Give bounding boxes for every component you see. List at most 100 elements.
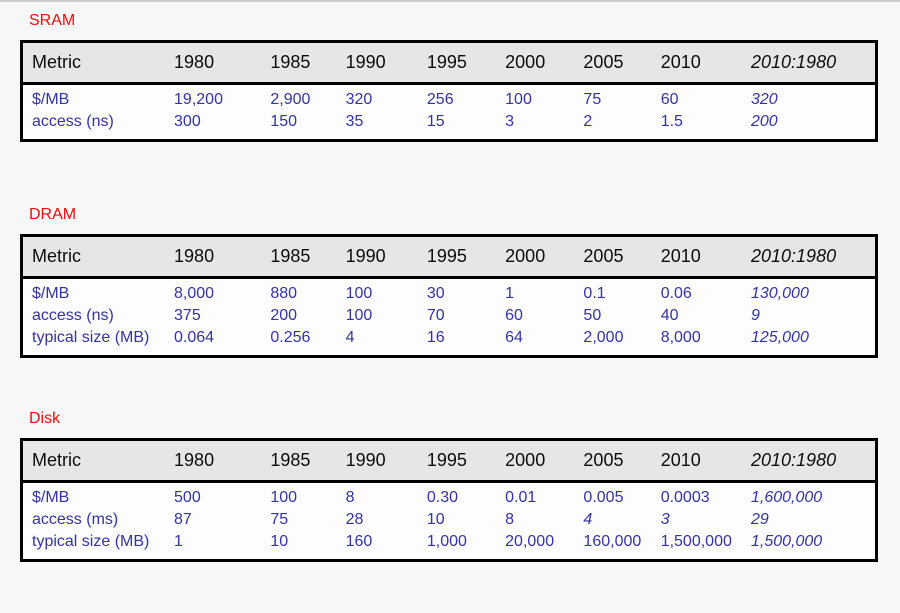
value-cell: 3: [660, 511, 670, 528]
column-header: 2005: [583, 439, 661, 483]
value-cell: 16: [426, 329, 445, 346]
value-cell: 2,000: [583, 329, 624, 346]
value-cell: 100: [505, 91, 532, 108]
value-cell: 30: [426, 285, 445, 302]
column-header: 2005: [583, 235, 661, 279]
value-cell: 20,000: [505, 533, 555, 550]
sram-section: SRAM Metric 1980 1985 1990 1995 2000 2005 2010 2…: [0, 12, 900, 142]
metric-label-cell: $/MB: [32, 285, 70, 302]
value-cell: 0.064: [174, 329, 215, 346]
value-cell: 880: [270, 285, 298, 302]
ratio-cell: 1,600,000: [751, 489, 823, 506]
disk-section: Disk Metric 1980 1985 1990 1995 2000 2005 2010 2…: [0, 410, 900, 562]
column-header: Metric: [21, 41, 175, 85]
value-cell: 160,000: [583, 533, 642, 550]
table-row: typical size (MB) 1 10 160 1,000 20,000 160,00…: [22, 531, 877, 561]
column-header: 2000: [505, 41, 584, 85]
dram-section-title: DRAM: [29, 206, 77, 223]
value-cell: 28: [345, 511, 364, 528]
ratio-cell: 1,500,000: [751, 533, 823, 550]
column-header: Metric: [21, 235, 175, 279]
value-cell: 1: [505, 285, 515, 302]
value-cell: 4: [345, 329, 355, 346]
value-cell: 70: [426, 307, 445, 324]
ratio-cell: 320: [751, 91, 778, 108]
value-cell: 87: [174, 511, 192, 528]
value-cell: 300: [174, 113, 201, 130]
table-row: access (ms) 87 75 28 10 8 4 3 29: [22, 509, 877, 531]
value-cell: 160: [345, 533, 373, 550]
column-header: 1990: [345, 439, 427, 483]
value-cell: 256: [426, 91, 454, 108]
disk-table: Metric 1980 1985 1990 1995 2000 2005 2010 2010:1…: [20, 438, 878, 562]
value-cell: 375: [174, 307, 201, 324]
value-cell: 60: [505, 307, 523, 324]
value-cell: 0.06: [660, 285, 692, 302]
value-cell: 15: [426, 113, 445, 130]
column-header: 2010: [660, 439, 751, 483]
value-cell: 100: [345, 307, 373, 324]
ratio-cell: 9: [751, 307, 760, 324]
value-cell: 4: [583, 511, 593, 528]
table-row: $/MB 8,000 880 100 30 1 0.1 0.06 130,000: [22, 278, 877, 306]
table-row: access (ns) 300 150 35 15 3 2 1.5 200: [22, 111, 877, 141]
value-cell: 1: [174, 533, 183, 550]
disk-section-title: Disk: [29, 410, 61, 427]
value-cell: 8: [505, 511, 515, 528]
value-cell: 40: [660, 307, 679, 324]
value-cell: 75: [583, 91, 602, 108]
ratio-cell: 125,000: [751, 329, 809, 346]
value-cell: 100: [270, 489, 298, 506]
column-header: 1985: [270, 235, 346, 279]
metric-label-cell: access (ns): [32, 307, 114, 324]
value-cell: 10: [426, 511, 445, 528]
metric-label-cell: typical size (MB): [32, 533, 150, 550]
value-cell: 0.0003: [660, 489, 710, 506]
column-header: 1980: [174, 41, 271, 85]
table-header-row: Metric 1980 1985 1990 1995 2000 2005 2010 2010:1…: [21, 41, 877, 85]
table-header-row: Metric 1980 1985 1990 1995 2000 2005 2010 2010:1…: [21, 235, 877, 279]
ratio-cell: 29: [751, 511, 769, 528]
metric-label-cell: access (ns): [32, 113, 114, 130]
metric-label-cell: $/MB: [32, 489, 70, 506]
column-header: Metric: [21, 439, 175, 483]
column-header: 1980: [174, 439, 271, 483]
column-header: 1990: [345, 235, 427, 279]
table-row: $/MB 19,200 2,900 320 256 100 75 60 320: [22, 84, 877, 112]
ratio-cell: 130,000: [751, 285, 809, 302]
value-cell: 200: [270, 307, 298, 324]
table-row: $/MB 500 100 8 0.30 0.01 0.005 0.0003 1,600,000: [22, 482, 877, 510]
column-header: 1995: [426, 41, 506, 85]
column-header: 2010: [660, 41, 751, 85]
value-cell: 10: [270, 533, 289, 550]
value-cell: 3: [505, 113, 515, 130]
column-header: 2000: [505, 235, 584, 279]
value-cell: 50: [583, 307, 602, 324]
column-header: 1995: [426, 439, 506, 483]
value-cell: 100: [345, 285, 373, 302]
value-cell: 8,000: [174, 285, 215, 302]
column-header: 1980: [174, 235, 271, 279]
column-header: 2010:1980: [751, 235, 877, 279]
table-row: typical size (MB) 0.064 0.256 4 16 64 2,000 8,0…: [22, 327, 877, 357]
metric-label-cell: typical size (MB): [32, 329, 150, 346]
column-header: 2005: [583, 41, 661, 85]
column-header: 1985: [270, 439, 346, 483]
value-cell: 150: [270, 113, 298, 130]
column-header: 2010: [660, 235, 751, 279]
table-header-row: Metric 1980 1985 1990 1995 2000 2005 2010 2010:1…: [21, 439, 877, 483]
column-header: 2010:1980: [751, 439, 877, 483]
column-header: 1990: [345, 41, 427, 85]
dram-section: DRAM Metric 1980 1985 1990 1995 2000 2005 2010 2…: [0, 206, 900, 358]
value-cell: 60: [660, 91, 679, 108]
value-cell: 0.256: [270, 329, 311, 346]
value-cell: 500: [174, 489, 201, 506]
value-cell: 8: [345, 489, 355, 506]
dram-table: Metric 1980 1985 1990 1995 2000 2005 2010 2010:1…: [20, 234, 878, 358]
value-cell: 1,500,000: [660, 533, 732, 550]
value-cell: 320: [345, 91, 373, 108]
value-cell: 75: [270, 511, 289, 528]
value-cell: 1.5: [660, 113, 683, 130]
value-cell: 0.30: [426, 489, 459, 506]
